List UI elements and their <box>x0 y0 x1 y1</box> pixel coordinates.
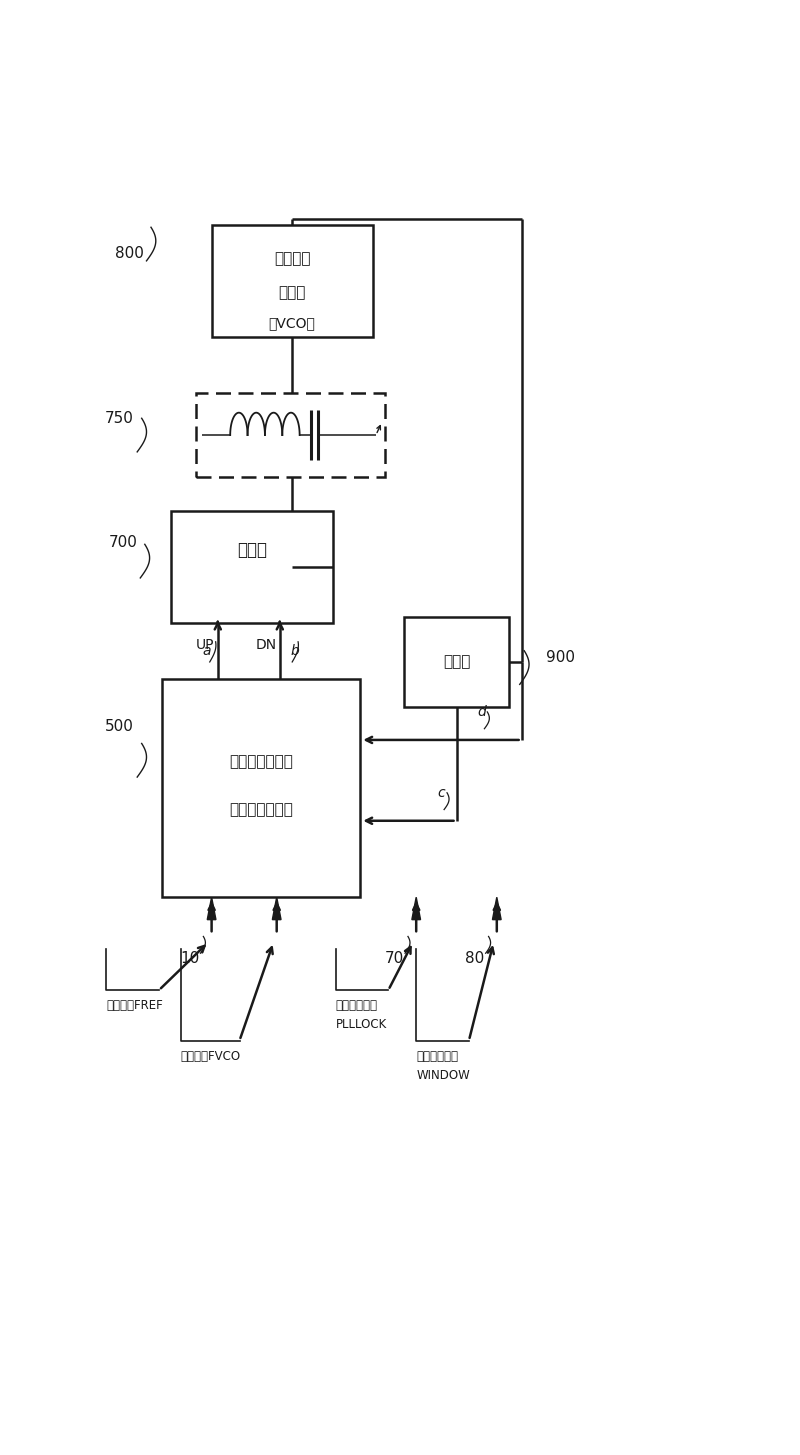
Text: b: b <box>291 643 300 658</box>
Text: 700: 700 <box>108 534 138 550</box>
Text: 70: 70 <box>385 952 404 966</box>
Text: c: c <box>437 786 445 800</box>
Text: a: a <box>202 643 211 658</box>
Text: 基准信号FREF: 基准信号FREF <box>106 1000 163 1013</box>
Text: （VCO）: （VCO） <box>269 317 316 330</box>
Bar <box>162 678 361 898</box>
Text: 500: 500 <box>106 719 134 735</box>
Polygon shape <box>412 898 421 920</box>
Text: 80: 80 <box>465 952 485 966</box>
Text: 振荡器: 振荡器 <box>278 285 306 300</box>
Polygon shape <box>207 898 216 920</box>
Text: 分频器: 分频器 <box>443 655 470 669</box>
Text: WINDOW: WINDOW <box>416 1068 470 1081</box>
Text: 电压控制: 电压控制 <box>274 252 310 266</box>
Text: 电荷泵: 电荷泵 <box>237 541 267 559</box>
Text: DN: DN <box>255 639 277 652</box>
Text: 10: 10 <box>180 952 199 966</box>
Bar <box>171 511 333 623</box>
Text: 比较期间信号: 比较期间信号 <box>416 1049 458 1062</box>
Text: 频率相位比较器: 频率相位比较器 <box>230 802 293 818</box>
Bar <box>196 393 385 477</box>
Text: 900: 900 <box>546 650 575 665</box>
Polygon shape <box>493 898 501 920</box>
Text: 附带切换功能的: 附带切换功能的 <box>230 754 293 770</box>
Polygon shape <box>272 898 281 920</box>
Text: 比较信号FVCO: 比较信号FVCO <box>181 1049 241 1062</box>
Text: UP: UP <box>196 639 214 652</box>
Text: 锁定检测信号: 锁定检测信号 <box>336 1000 378 1013</box>
Bar <box>211 226 373 338</box>
Bar <box>404 617 510 707</box>
Text: PLLLOCK: PLLLOCK <box>336 1018 387 1032</box>
Text: d: d <box>477 704 486 719</box>
Text: 800: 800 <box>114 246 143 260</box>
Text: 750: 750 <box>106 410 134 426</box>
